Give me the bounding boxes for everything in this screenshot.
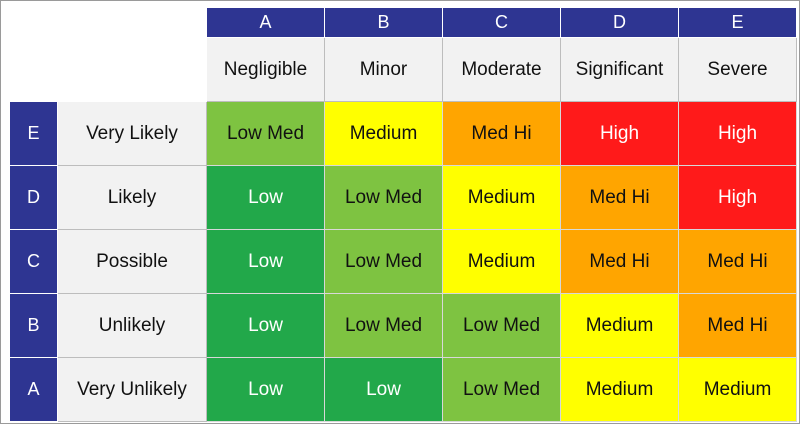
risk-cell: High bbox=[561, 102, 679, 166]
risk-cell: Med Hi bbox=[679, 230, 797, 294]
column-label-negligible: Negligible bbox=[207, 38, 325, 102]
risk-cell: Medium bbox=[561, 358, 679, 422]
column-label-significant: Significant bbox=[561, 38, 679, 102]
risk-cell: Medium bbox=[325, 102, 443, 166]
column-code-d: D bbox=[561, 8, 679, 38]
column-label-moderate: Moderate bbox=[443, 38, 561, 102]
row-code-e: E bbox=[10, 102, 58, 166]
row-label-very-unlikely: Very Unlikely bbox=[58, 358, 207, 422]
risk-cell: Low bbox=[207, 294, 325, 358]
risk-cell: Low Med bbox=[325, 230, 443, 294]
risk-cell: Low bbox=[207, 166, 325, 230]
row-code-b: B bbox=[10, 294, 58, 358]
column-code-e: E bbox=[679, 8, 797, 38]
risk-matrix: A B C D E Negligible Minor Moderate Sign… bbox=[10, 8, 797, 422]
column-code-a: A bbox=[207, 8, 325, 38]
corner-blank bbox=[58, 38, 207, 102]
corner-blank bbox=[10, 8, 58, 38]
row-label-likely: Likely bbox=[58, 166, 207, 230]
risk-cell: Low bbox=[207, 358, 325, 422]
column-label-severe: Severe bbox=[679, 38, 797, 102]
column-code-c: C bbox=[443, 8, 561, 38]
risk-cell: Low bbox=[325, 358, 443, 422]
risk-cell: Low Med bbox=[325, 166, 443, 230]
column-label-minor: Minor bbox=[325, 38, 443, 102]
row-label-unlikely: Unlikely bbox=[58, 294, 207, 358]
risk-cell: High bbox=[679, 102, 797, 166]
risk-cell: Low Med bbox=[207, 102, 325, 166]
row-code-c: C bbox=[10, 230, 58, 294]
risk-cell: Low Med bbox=[443, 294, 561, 358]
risk-cell: Med Hi bbox=[561, 166, 679, 230]
risk-cell: Medium bbox=[561, 294, 679, 358]
risk-cell: Med Hi bbox=[443, 102, 561, 166]
row-label-very-likely: Very Likely bbox=[58, 102, 207, 166]
row-label-possible: Possible bbox=[58, 230, 207, 294]
risk-cell: Medium bbox=[443, 166, 561, 230]
row-code-a: A bbox=[10, 358, 58, 422]
corner-blank bbox=[58, 8, 207, 38]
risk-cell: Low bbox=[207, 230, 325, 294]
risk-cell: Med Hi bbox=[561, 230, 679, 294]
risk-cell: Low Med bbox=[443, 358, 561, 422]
risk-cell: High bbox=[679, 166, 797, 230]
risk-cell: Medium bbox=[443, 230, 561, 294]
risk-cell: Low Med bbox=[325, 294, 443, 358]
risk-cell: Med Hi bbox=[679, 294, 797, 358]
corner-blank bbox=[10, 38, 58, 102]
risk-cell: Medium bbox=[679, 358, 797, 422]
column-code-b: B bbox=[325, 8, 443, 38]
row-code-d: D bbox=[10, 166, 58, 230]
